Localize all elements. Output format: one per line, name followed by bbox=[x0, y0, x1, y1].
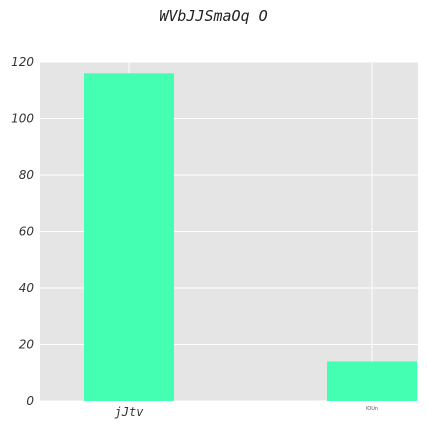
y-tick-label: 60 bbox=[19, 225, 35, 239]
x-tick-label: jJtv bbox=[115, 405, 145, 419]
bar-jJtv bbox=[84, 73, 174, 402]
y-tick-label: 100 bbox=[11, 112, 34, 126]
y-tick-label: 0 bbox=[26, 394, 34, 408]
x-tick-label: lOUn bbox=[366, 406, 378, 412]
y-tick-label: 40 bbox=[19, 281, 35, 295]
bar-lOUn bbox=[327, 361, 417, 401]
y-tick-label: 80 bbox=[19, 168, 35, 182]
y-tick-label: 20 bbox=[19, 338, 35, 352]
chart-title: WVbJJSmaOq O bbox=[159, 7, 268, 25]
y-tick-label: 120 bbox=[11, 55, 34, 69]
